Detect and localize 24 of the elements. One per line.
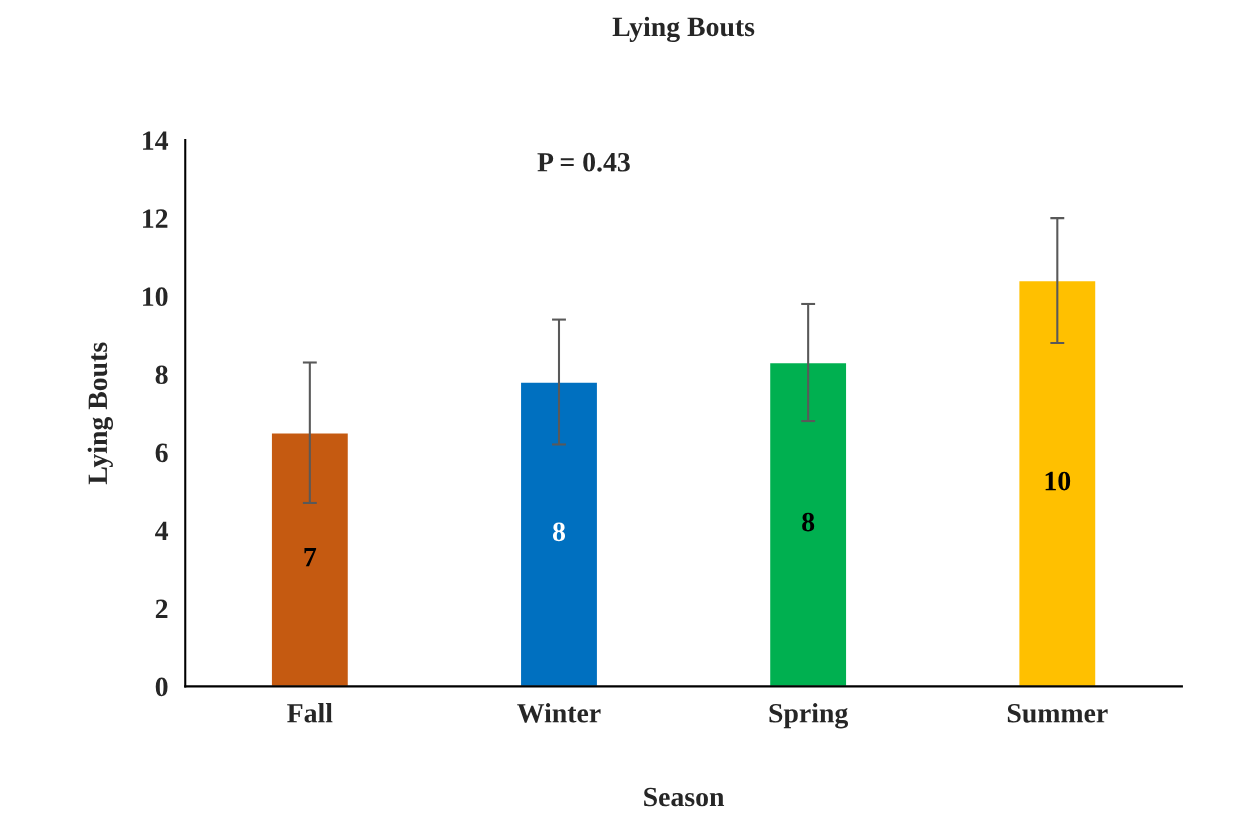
bar xyxy=(1017,279,1097,687)
bar xyxy=(519,381,599,687)
x-tick-label: Spring xyxy=(769,703,849,729)
data-label: 8 xyxy=(552,522,566,542)
y-tick-label: 14 xyxy=(143,131,169,150)
bar xyxy=(270,432,350,687)
y-tick-label: 8 xyxy=(155,365,168,385)
bar xyxy=(768,361,848,687)
y-tick-label: 2 xyxy=(155,599,168,618)
y-tick-label: 10 xyxy=(143,287,168,307)
data-label: 8 xyxy=(802,512,815,532)
y-tick-label: 4 xyxy=(155,521,169,540)
x-tick-label: Summer xyxy=(1007,703,1108,723)
annotation: P = 0.43 xyxy=(537,152,630,172)
x-tick-label: Winter xyxy=(517,703,601,723)
y-tick-label: 6 xyxy=(155,443,168,463)
y-axis-title: Lying Bouts xyxy=(87,342,114,485)
y-tick-label: 0 xyxy=(155,677,168,697)
x-axis-title: Season xyxy=(644,787,725,807)
data-label: 7 xyxy=(304,548,317,567)
x-tick-label: Fall xyxy=(287,703,333,723)
y-tick-label: 12 xyxy=(143,209,168,228)
data-label: 10 xyxy=(1045,471,1071,491)
chart-title: Lying Bouts xyxy=(612,16,755,43)
